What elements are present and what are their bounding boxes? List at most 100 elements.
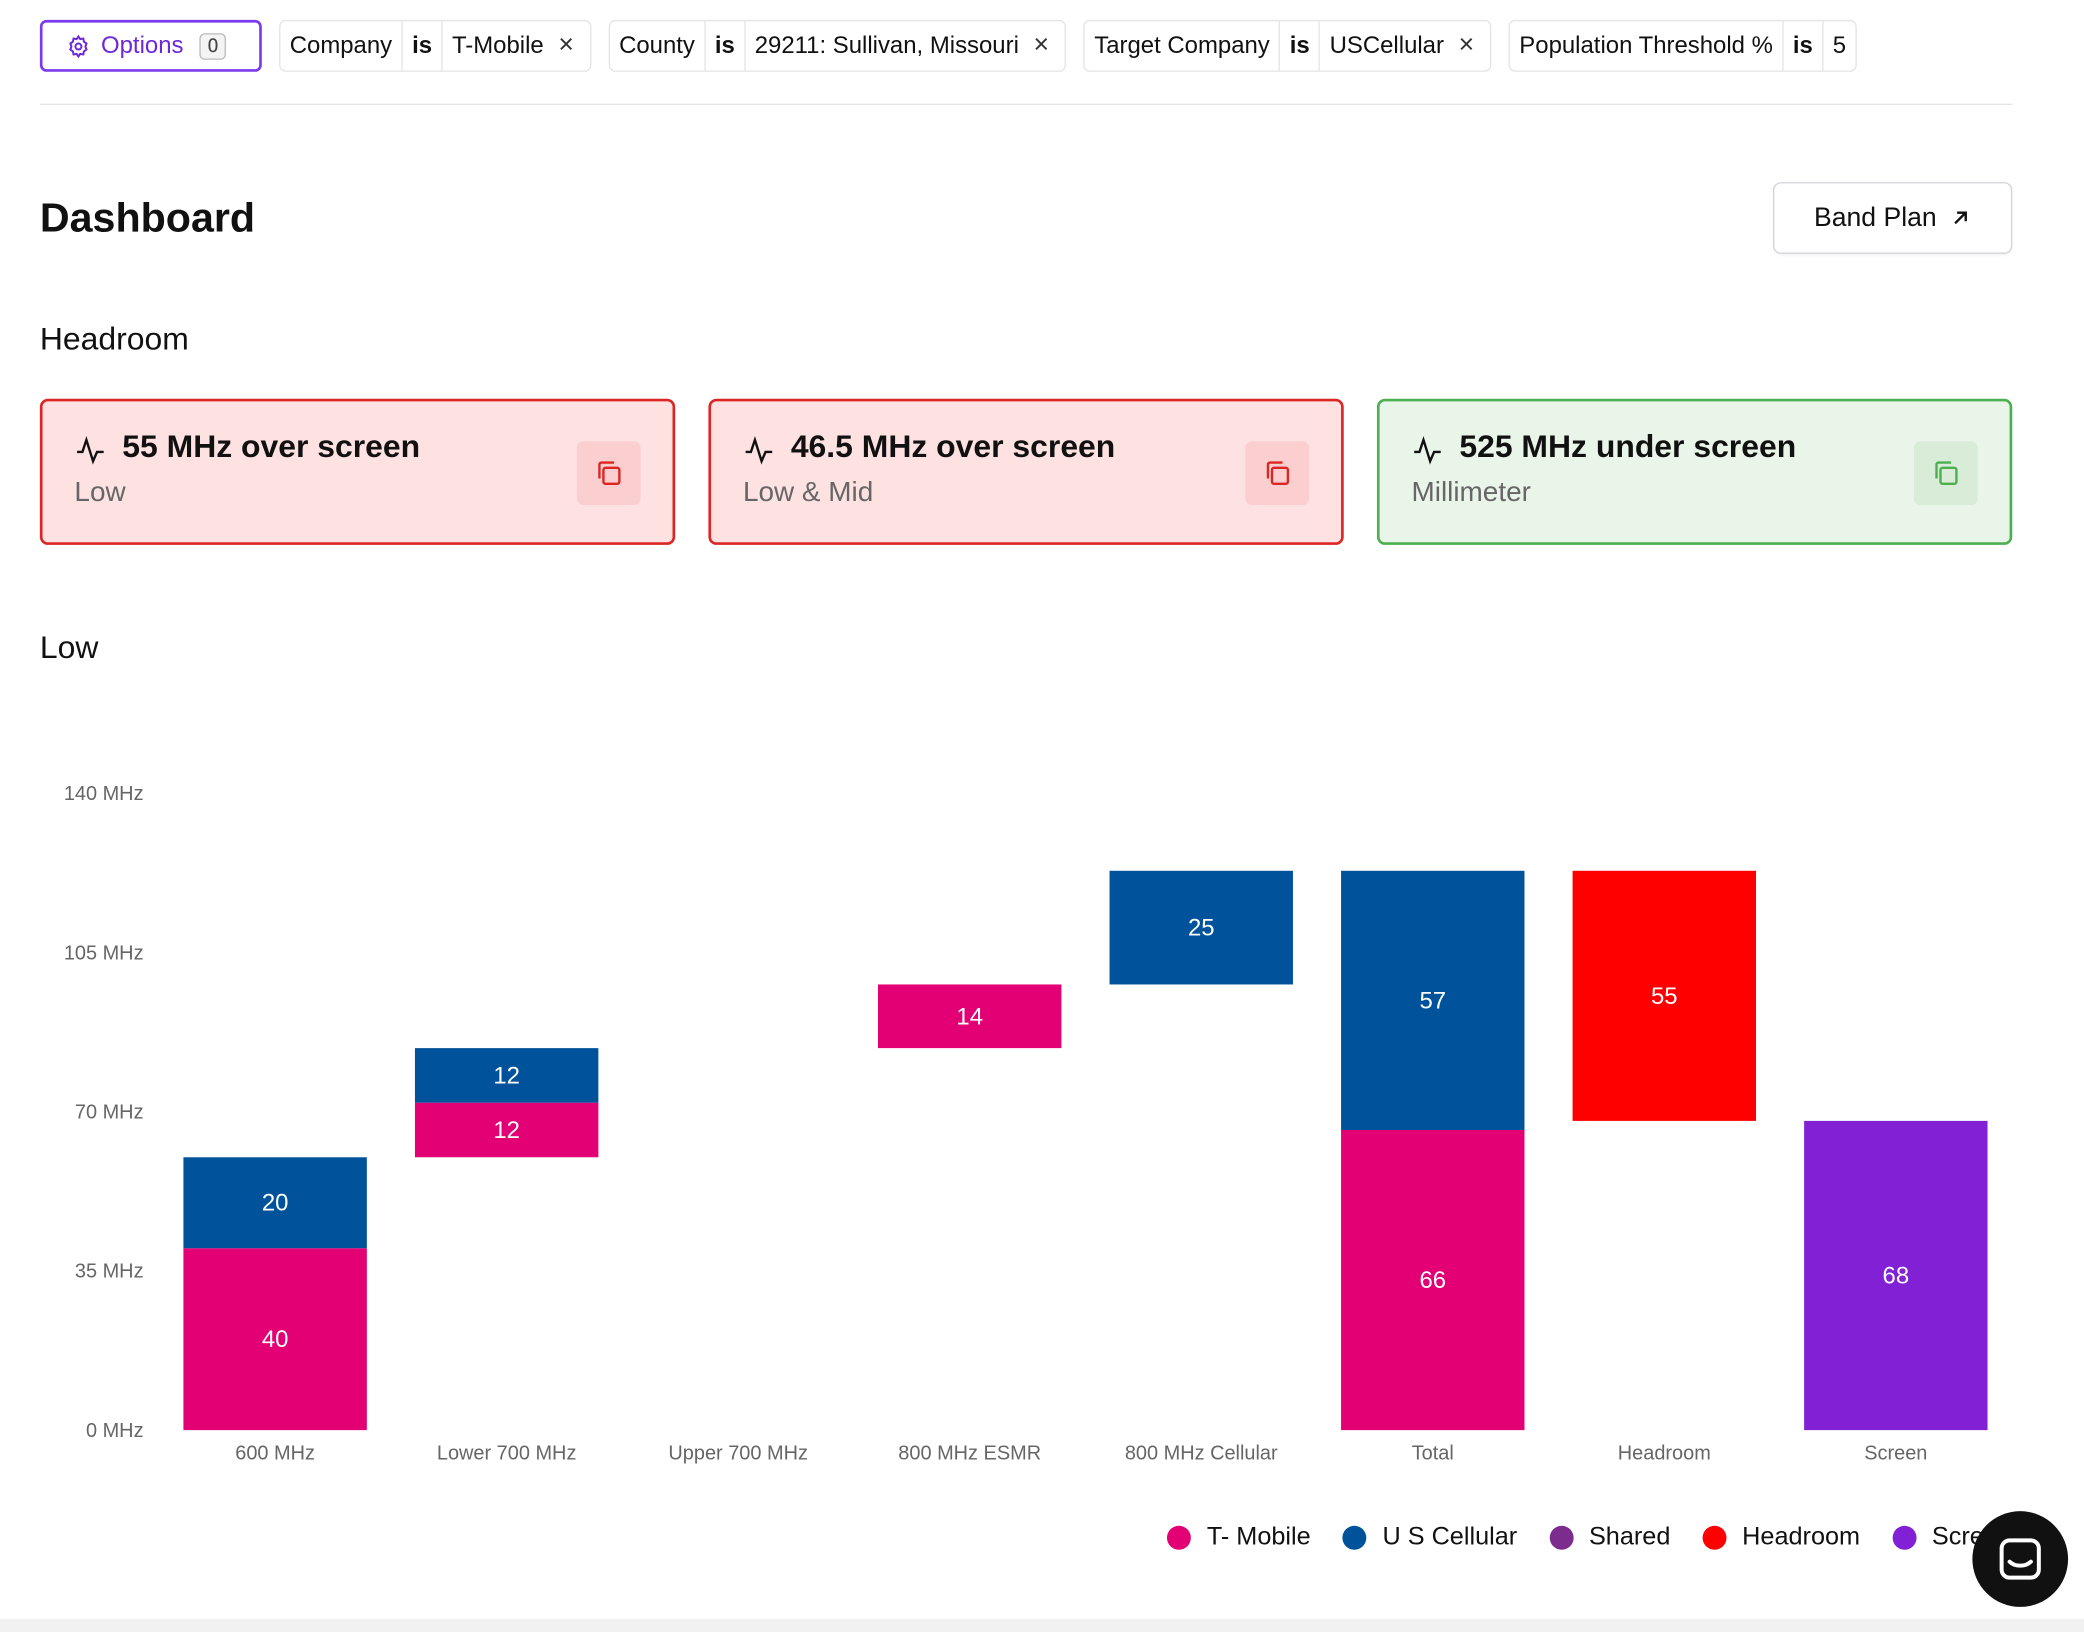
card-headline: 46.5 MHz over screen xyxy=(790,429,1116,466)
chip-operator: is xyxy=(401,21,443,71)
x-tick-label: 600 MHz xyxy=(235,1442,315,1464)
y-tick-label: 35 MHz xyxy=(75,1261,144,1283)
bar-segment xyxy=(1341,870,1525,1130)
bar-segment xyxy=(1109,870,1293,985)
copy-button[interactable] xyxy=(1245,441,1310,506)
x-tick-label: Total xyxy=(1412,1442,1454,1464)
chip-field: County xyxy=(619,31,695,59)
bar-segment xyxy=(183,1157,367,1249)
bar-segment xyxy=(878,984,1062,1049)
chat-launcher-button[interactable] xyxy=(1972,1511,2069,1607)
bar-segment xyxy=(1804,1120,1988,1431)
legend-swatch xyxy=(1549,1525,1574,1550)
x-tick-label: Upper 700 MHz xyxy=(668,1442,808,1464)
card-headline: 525 MHz under screen xyxy=(1459,429,1797,466)
card-subtitle: Low xyxy=(74,477,126,508)
bar-data-label: 12 xyxy=(493,1117,520,1144)
bar-data-label: 40 xyxy=(262,1326,289,1353)
chip-value: T-Mobile xyxy=(451,31,544,59)
headroom-card-low: 55 MHz over screen Low xyxy=(39,398,676,545)
x-tick-label: Headroom xyxy=(1618,1442,1711,1464)
headroom-card-low-mid: 46.5 MHz over screen Low & Mid xyxy=(708,398,1344,545)
headroom-heading: Headroom xyxy=(39,321,189,358)
low-band-chart: 0 MHz 35 MHz 70 MHz 105 MHz 140 MHz 600 MHz Lo… xyxy=(64,783,1988,1464)
card-headline: 55 MHz over screen xyxy=(122,429,421,466)
legend-swatch xyxy=(1891,1525,1916,1550)
filter-chip-target-company[interactable]: Target Company is USCellular × xyxy=(1083,19,1492,72)
legend-item[interactable]: Shared xyxy=(1549,1523,1670,1552)
chip-field: Company xyxy=(289,31,393,59)
y-tick-label: 0 MHz xyxy=(86,1420,144,1442)
low-heading: Low xyxy=(39,629,99,666)
options-count-badge: O xyxy=(199,32,227,60)
gear-icon xyxy=(69,34,88,58)
x-tick-label: Lower 700 MHz xyxy=(437,1442,577,1464)
bar-segment xyxy=(1341,1129,1525,1431)
chip-value: 29211: Sullivan, Missouri xyxy=(754,31,1019,59)
filter-bar: Options O Company is T-Mobile × County i… xyxy=(39,19,1857,72)
options-button[interactable]: Options O xyxy=(39,19,262,72)
chip-field: Population Threshold % xyxy=(1519,31,1773,59)
legend-swatch xyxy=(1342,1525,1367,1550)
y-tick-label: 70 MHz xyxy=(75,1101,144,1123)
arrow-up-right-icon xyxy=(1954,211,1968,225)
copy-icon xyxy=(1266,461,1290,485)
x-tick-label: 800 MHz ESMR xyxy=(898,1442,1041,1464)
legend-label: Shared xyxy=(1588,1523,1671,1552)
card-subtitle: Low & Mid xyxy=(742,477,874,508)
options-label: Options xyxy=(101,31,184,59)
filter-chip-population-threshold[interactable]: Population Threshold % is 5 xyxy=(1508,19,1857,72)
activity-icon xyxy=(1414,436,1441,465)
chip-value: USCellular xyxy=(1329,31,1444,59)
x-tick-label: Screen xyxy=(1864,1442,1927,1464)
bar-data-label: 20 xyxy=(262,1190,289,1217)
page-bottom-strip xyxy=(0,1618,2084,1632)
legend-item[interactable]: U S Cellular xyxy=(1342,1523,1518,1552)
legend-item[interactable]: Headroom xyxy=(1702,1523,1860,1552)
close-icon[interactable]: × xyxy=(1458,30,1475,60)
copy-icon xyxy=(1935,461,1958,485)
activity-icon xyxy=(77,436,104,465)
bar-segment xyxy=(414,1102,599,1158)
bar-segment xyxy=(414,1048,599,1103)
header-divider xyxy=(39,103,2013,105)
copy-icon xyxy=(598,461,621,485)
bar-data-label: 12 xyxy=(493,1062,520,1089)
copy-button[interactable] xyxy=(1913,441,1978,506)
legend-swatch xyxy=(1702,1525,1727,1550)
bar-data-label: 66 xyxy=(1419,1267,1446,1294)
bar-data-label: 57 xyxy=(1419,987,1446,1014)
y-tick-label: 140 MHz xyxy=(64,783,144,805)
filter-chip-company[interactable]: Company is T-Mobile × xyxy=(279,19,592,72)
bar-segment xyxy=(183,1248,367,1431)
bar-data-label: 25 xyxy=(1188,915,1215,942)
legend-item[interactable]: T- Mobile xyxy=(1166,1523,1311,1552)
chip-field: Target Company xyxy=(1094,31,1270,59)
headroom-card-millimeter: 525 MHz under screen Millimeter xyxy=(1376,398,2013,545)
legend-swatch xyxy=(1166,1525,1191,1550)
band-plan-button[interactable]: Band Plan xyxy=(1773,182,2013,254)
copy-button[interactable] xyxy=(576,441,641,506)
legend-label: Headroom xyxy=(1742,1523,1861,1552)
close-icon[interactable]: × xyxy=(1033,30,1050,60)
legend-label: U S Cellular xyxy=(1382,1523,1518,1552)
y-tick-label: 105 MHz xyxy=(64,942,144,964)
activity-icon xyxy=(745,436,773,465)
filter-chip-county[interactable]: County is 29211: Sullivan, Missouri × xyxy=(608,19,1067,72)
close-icon[interactable]: × xyxy=(558,30,574,60)
chart-legend: T- Mobile U S Cellular Shared Headroom Scree… xyxy=(1166,1522,2044,1554)
chip-value: 5 xyxy=(1832,31,1847,59)
band-plan-label: Band Plan xyxy=(1814,202,1937,232)
bar-data-label: 14 xyxy=(956,1003,983,1030)
chip-operator: is xyxy=(704,21,746,71)
chat-icon xyxy=(1999,1538,2041,1580)
card-subtitle: Millimeter xyxy=(1411,477,1531,508)
chip-operator: is xyxy=(1279,21,1321,71)
x-tick-label: 800 MHz Cellular xyxy=(1125,1442,1278,1464)
page-title: Dashboard xyxy=(39,194,256,241)
bar-data-label: 68 xyxy=(1883,1262,1910,1289)
chip-operator: is xyxy=(1782,21,1824,71)
bar-segment xyxy=(1572,870,1757,1121)
bar-data-label: 55 xyxy=(1651,983,1678,1010)
legend-label: T- Mobile xyxy=(1206,1523,1311,1552)
